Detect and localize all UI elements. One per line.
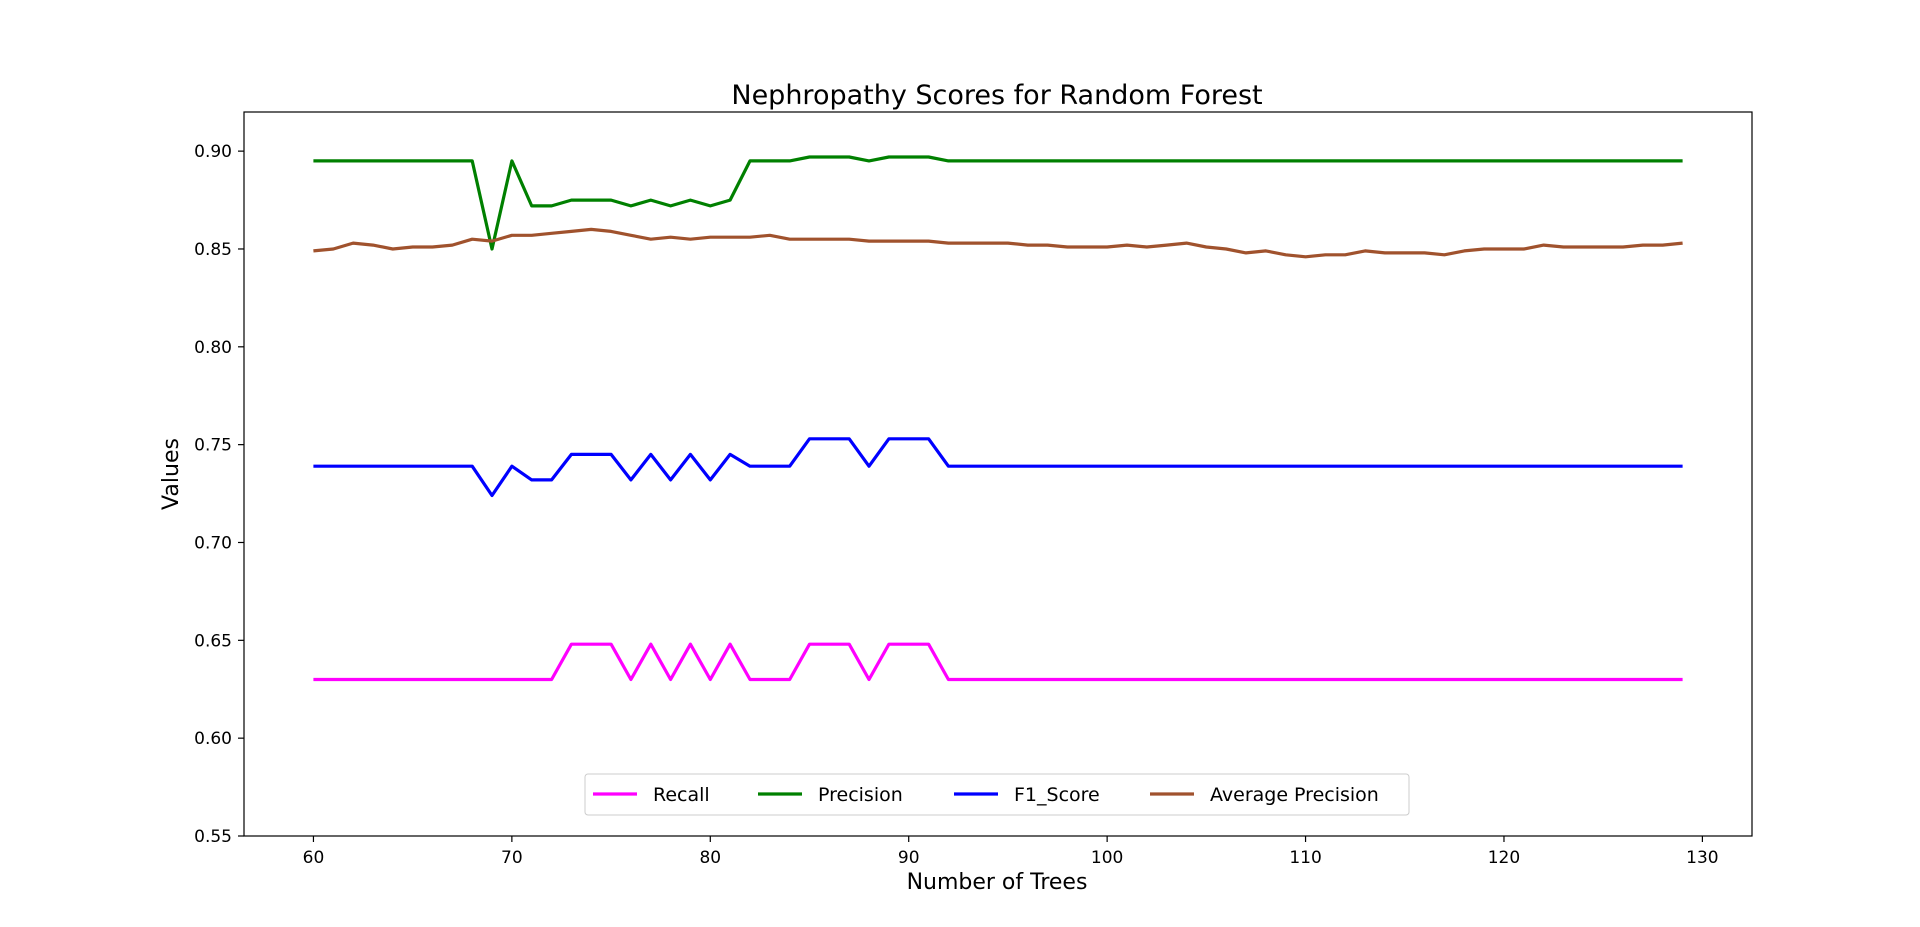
x-tick-label: 130	[1686, 848, 1718, 868]
x-tick-label: 80	[699, 848, 721, 868]
x-axis-title: Number of Trees	[907, 870, 1088, 895]
y-axis-title: Values	[159, 438, 184, 510]
chart-title: Nephropathy Scores for Random Forest	[731, 80, 1262, 111]
series-line-recall	[313, 642, 1683, 682]
series-line-average-precision	[313, 227, 1683, 259]
y-tick-label: 0.65	[194, 631, 232, 651]
y-tick-label: 0.85	[194, 240, 232, 260]
legend-label-recall: Recall	[653, 784, 710, 806]
legend-label-precision: Precision	[818, 784, 903, 806]
y-axis: 0.55 0.60 0.65 0.70 0.75 0.80 0.85 0.90	[194, 142, 244, 847]
y-tick-label: 0.55	[194, 827, 232, 847]
x-tick-label: 70	[501, 848, 523, 868]
legend-label-f1-score: F1_Score	[1014, 784, 1100, 806]
series-line-f1-score	[313, 437, 1683, 498]
legend-label-average-precision: Average Precision	[1210, 784, 1379, 806]
x-tick-label: 110	[1289, 848, 1321, 868]
x-axis: 60 70 80 90 100 110 120 130	[303, 836, 1719, 868]
legend: Recall Precision F1_Score Average Precision	[584, 773, 1410, 816]
y-tick-label: 0.70	[194, 533, 232, 553]
y-tick-label: 0.75	[194, 436, 232, 456]
x-tick-label: 60	[303, 848, 325, 868]
y-tick-label: 0.80	[194, 338, 232, 358]
plot-area	[243, 111, 1753, 837]
x-tick-label: 90	[898, 848, 920, 868]
x-tick-label: 100	[1091, 848, 1123, 868]
x-tick-label: 120	[1488, 848, 1520, 868]
y-tick-label: 0.60	[194, 729, 232, 749]
series-line-precision	[313, 155, 1683, 251]
series-layer	[313, 155, 1683, 682]
y-tick-label: 0.90	[194, 142, 232, 162]
